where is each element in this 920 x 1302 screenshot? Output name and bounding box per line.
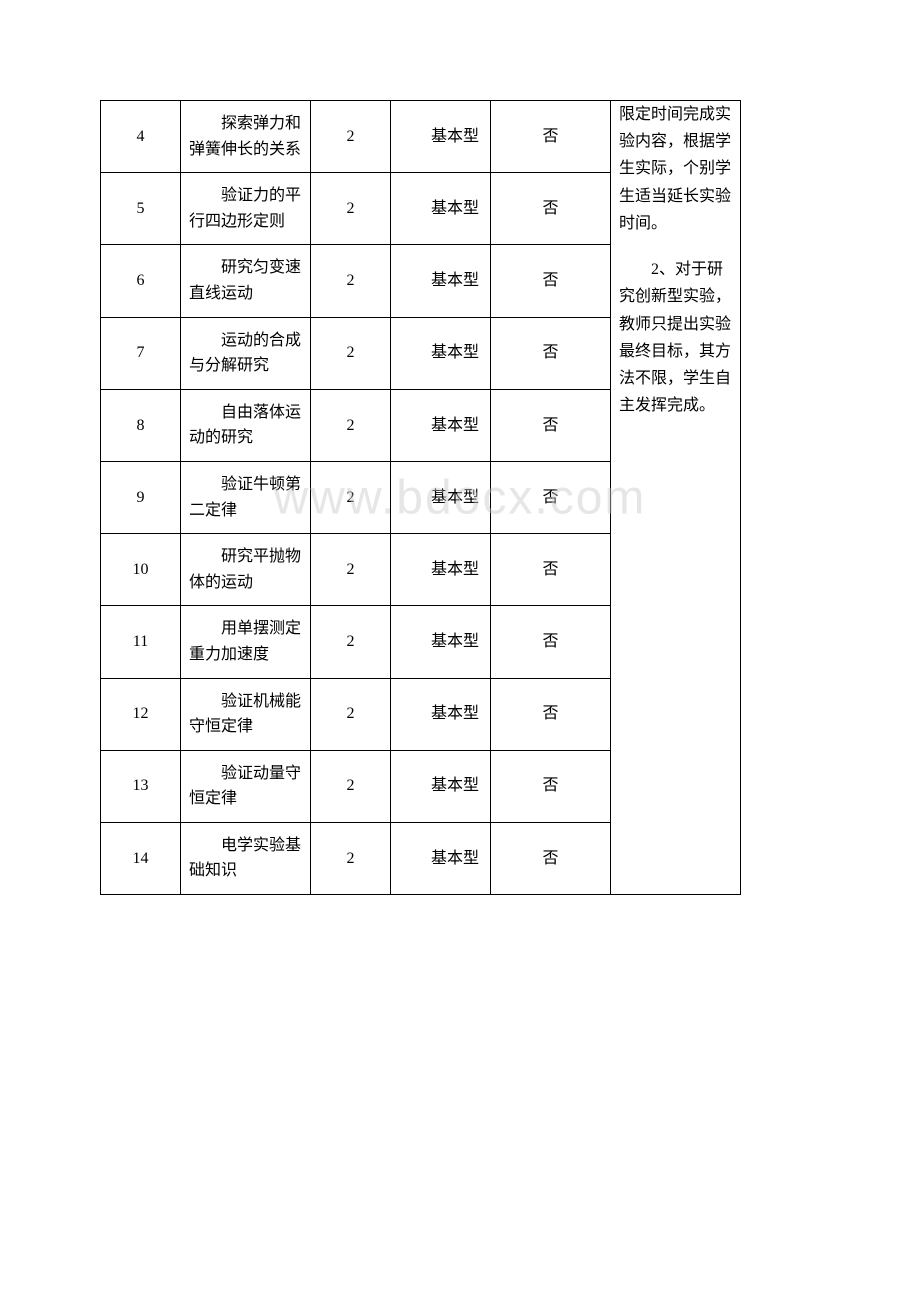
cell-hours: 2 xyxy=(311,245,391,317)
experiment-table-container: 4探索弹力和弹簧伸长的关系2基本型否限定时间完成实验内容，根据学生实际，个别学生… xyxy=(100,100,820,895)
cell-index: 10 xyxy=(101,534,181,606)
notes-paragraph-1: 限定时间完成实验内容，根据学生实际，个别学生适当延长实验时间。 xyxy=(619,101,732,237)
experiment-table: 4探索弹力和弹簧伸长的关系2基本型否限定时间完成实验内容，根据学生实际，个别学生… xyxy=(100,100,820,895)
cell-flag: 否 xyxy=(491,245,611,317)
cell-hours: 2 xyxy=(311,822,391,894)
cell-type: 基本型 xyxy=(391,678,491,750)
cell-index: 8 xyxy=(101,389,181,461)
cell-hours: 2 xyxy=(311,534,391,606)
cell-type: 基本型 xyxy=(391,389,491,461)
table-row: 4探索弹力和弹簧伸长的关系2基本型否限定时间完成实验内容，根据学生实际，个别学生… xyxy=(101,101,820,173)
cell-index: 13 xyxy=(101,750,181,822)
cell-flag: 否 xyxy=(491,389,611,461)
cell-experiment-name: 用单摆测定重力加速度 xyxy=(181,606,311,678)
cell-flag: 否 xyxy=(491,461,611,533)
cell-index: 5 xyxy=(101,173,181,245)
cell-flag: 否 xyxy=(491,822,611,894)
cell-experiment-name: 运动的合成与分解研究 xyxy=(181,317,311,389)
cell-type: 基本型 xyxy=(391,245,491,317)
cell-type: 基本型 xyxy=(391,173,491,245)
cell-notes: 限定时间完成实验内容，根据学生实际，个别学生适当延长实验时间。 2、对于研究创新型… xyxy=(611,101,741,895)
cell-flag: 否 xyxy=(491,101,611,173)
cell-experiment-name: 验证动量守恒定律 xyxy=(181,750,311,822)
cell-hours: 2 xyxy=(311,678,391,750)
cell-hours: 2 xyxy=(311,173,391,245)
cell-index: 11 xyxy=(101,606,181,678)
cell-experiment-name: 探索弹力和弹簧伸长的关系 xyxy=(181,101,311,173)
cell-flag: 否 xyxy=(491,750,611,822)
cell-flag: 否 xyxy=(491,317,611,389)
notes-paragraph-2: 2、对于研究创新型实验，教师只提出实验最终目标，其方法不限，学生自主发挥完成。 xyxy=(619,256,732,419)
cell-hours: 2 xyxy=(311,606,391,678)
cell-experiment-name: 研究平抛物体的运动 xyxy=(181,534,311,606)
cell-type: 基本型 xyxy=(391,317,491,389)
cell-flag: 否 xyxy=(491,606,611,678)
cell-index: 14 xyxy=(101,822,181,894)
cell-index: 6 xyxy=(101,245,181,317)
cell-experiment-name: 自由落体运动的研究 xyxy=(181,389,311,461)
cell-experiment-name: 验证牛顿第二定律 xyxy=(181,461,311,533)
cell-experiment-name: 验证力的平行四边形定则 xyxy=(181,173,311,245)
cell-type: 基本型 xyxy=(391,101,491,173)
cell-flag: 否 xyxy=(491,173,611,245)
cell-experiment-name: 验证机械能守恒定律 xyxy=(181,678,311,750)
cell-hours: 2 xyxy=(311,750,391,822)
cell-flag: 否 xyxy=(491,534,611,606)
cell-flag: 否 xyxy=(491,678,611,750)
cell-experiment-name: 研究匀变速直线运动 xyxy=(181,245,311,317)
cell-index: 9 xyxy=(101,461,181,533)
cell-index: 4 xyxy=(101,101,181,173)
cell-experiment-name: 电学实验基础知识 xyxy=(181,822,311,894)
cell-type: 基本型 xyxy=(391,822,491,894)
cell-type: 基本型 xyxy=(391,534,491,606)
cell-hours: 2 xyxy=(311,101,391,173)
cell-type: 基本型 xyxy=(391,750,491,822)
cell-type: 基本型 xyxy=(391,606,491,678)
cell-index: 12 xyxy=(101,678,181,750)
cell-hours: 2 xyxy=(311,461,391,533)
cell-type: 基本型 xyxy=(391,461,491,533)
cell-hours: 2 xyxy=(311,389,391,461)
cell-hours: 2 xyxy=(311,317,391,389)
cell-index: 7 xyxy=(101,317,181,389)
